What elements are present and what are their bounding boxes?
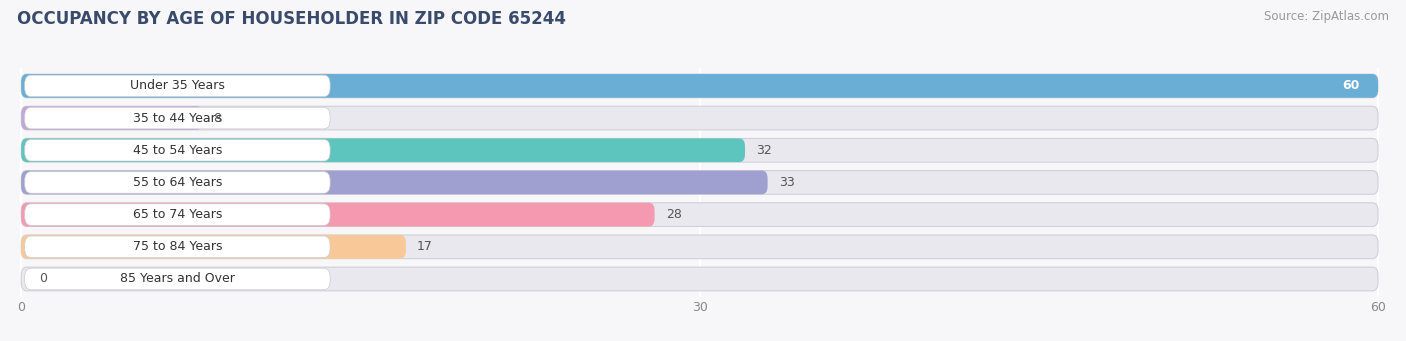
Text: 75 to 84 Years: 75 to 84 Years — [132, 240, 222, 253]
FancyBboxPatch shape — [21, 203, 1378, 226]
Text: Source: ZipAtlas.com: Source: ZipAtlas.com — [1264, 10, 1389, 23]
Text: 45 to 54 Years: 45 to 54 Years — [132, 144, 222, 157]
Text: 35 to 44 Years: 35 to 44 Years — [132, 112, 222, 124]
FancyBboxPatch shape — [25, 107, 330, 129]
FancyBboxPatch shape — [21, 74, 1378, 98]
FancyBboxPatch shape — [21, 138, 1378, 162]
FancyBboxPatch shape — [21, 203, 655, 226]
FancyBboxPatch shape — [25, 204, 330, 225]
FancyBboxPatch shape — [25, 236, 330, 257]
FancyBboxPatch shape — [21, 170, 768, 194]
FancyBboxPatch shape — [25, 139, 330, 161]
FancyBboxPatch shape — [21, 74, 1378, 98]
FancyBboxPatch shape — [25, 268, 330, 290]
FancyBboxPatch shape — [21, 170, 1378, 194]
Text: OCCUPANCY BY AGE OF HOUSEHOLDER IN ZIP CODE 65244: OCCUPANCY BY AGE OF HOUSEHOLDER IN ZIP C… — [17, 10, 565, 28]
Text: 33: 33 — [779, 176, 794, 189]
FancyBboxPatch shape — [21, 267, 1378, 291]
Text: 60: 60 — [1343, 79, 1360, 92]
Text: 55 to 64 Years: 55 to 64 Years — [132, 176, 222, 189]
Text: 8: 8 — [214, 112, 222, 124]
FancyBboxPatch shape — [21, 235, 406, 258]
Text: 32: 32 — [756, 144, 772, 157]
Text: 0: 0 — [39, 272, 48, 285]
FancyBboxPatch shape — [21, 235, 1378, 258]
Text: 85 Years and Over: 85 Years and Over — [120, 272, 235, 285]
FancyBboxPatch shape — [25, 172, 330, 193]
FancyBboxPatch shape — [21, 138, 745, 162]
FancyBboxPatch shape — [25, 75, 330, 97]
FancyBboxPatch shape — [21, 106, 202, 130]
Text: 17: 17 — [418, 240, 433, 253]
FancyBboxPatch shape — [21, 106, 1378, 130]
Text: 28: 28 — [665, 208, 682, 221]
Text: Under 35 Years: Under 35 Years — [129, 79, 225, 92]
Text: 65 to 74 Years: 65 to 74 Years — [132, 208, 222, 221]
